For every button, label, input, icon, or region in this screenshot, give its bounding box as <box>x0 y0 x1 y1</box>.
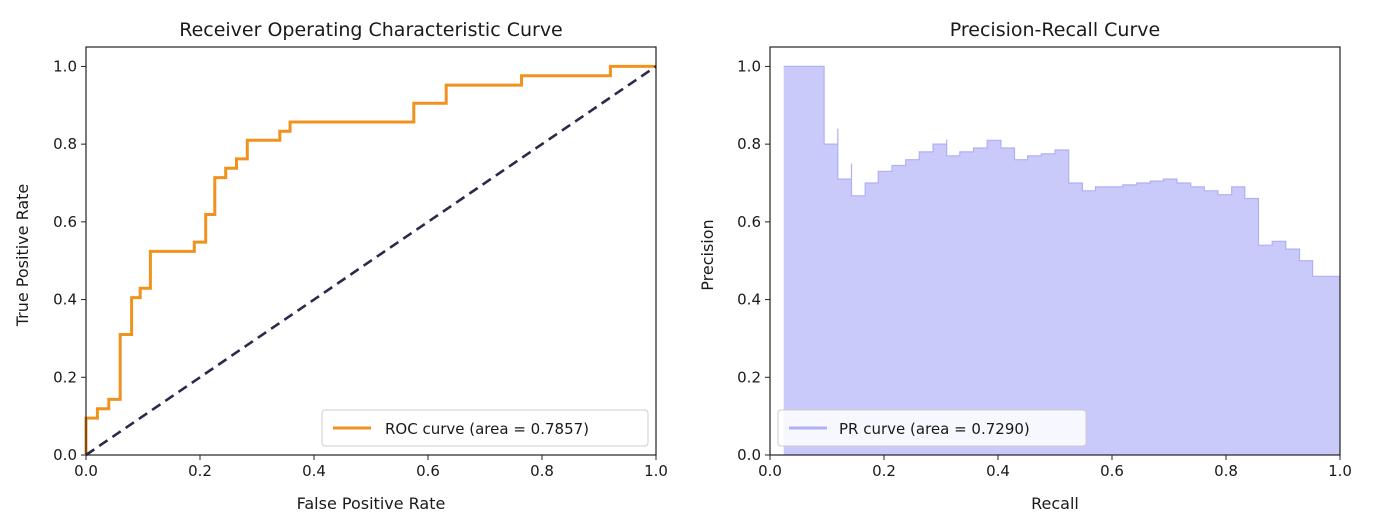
roc-roc-line <box>84 64 656 455</box>
pr-legend: PR curve (area = 0.7290) <box>777 409 1087 447</box>
roc-y-tick-label: 0.0 <box>53 446 77 464</box>
roc-plot-frame <box>85 46 657 456</box>
pr-x-axis-label: Recall <box>1031 494 1079 513</box>
pr-title: Precision-Recall Curve <box>950 19 1160 41</box>
roc-legend: ROC curve (area = 0.7857) <box>321 409 649 447</box>
pr-ticks: 0.0 0.2 0.4 0.6 0.8 1.0 0.0 0.2 0.4 0.6 0.8 1.0 <box>737 57 1352 480</box>
roc-legend-box <box>321 409 649 447</box>
pr-y-tick-label: 1.0 <box>737 57 761 75</box>
pr-legend-box <box>777 409 1087 447</box>
roc-panel: Receiver Operating Characteristic Curve … <box>13 19 668 513</box>
roc-x-tick-label: 0.6 <box>416 462 440 480</box>
roc-y-tick-label: 0.2 <box>53 368 77 386</box>
pr-x-tick-label: 0.2 <box>872 462 896 480</box>
pr-y-tick-label: 0.8 <box>737 135 761 153</box>
pr-y-axis-label: Precision <box>698 219 717 290</box>
roc-x-tick-label: 0.0 <box>74 462 98 480</box>
pr-marks <box>783 65 1340 456</box>
pr-x-tick-label: 0.6 <box>1100 462 1124 480</box>
roc-chance-line <box>85 65 657 457</box>
roc-y-tick-label: 1.0 <box>53 57 77 75</box>
roc-x-tick-label: 0.4 <box>302 462 326 480</box>
pr-area-fill <box>783 66 1340 456</box>
pr-panel: Precision-Recall Curve Recall Precision … <box>698 19 1352 513</box>
pr-step-line <box>783 65 1340 277</box>
roc-x-tick-label: 1.0 <box>644 462 668 480</box>
pr-x-tick-label: 0.8 <box>1214 462 1238 480</box>
roc-marks <box>84 64 657 457</box>
pr-y-tick-label: 0.0 <box>737 446 761 464</box>
roc-y-tick-label: 0.4 <box>53 291 77 309</box>
pr-y-tick-label: 0.6 <box>737 213 761 231</box>
roc-x-axis-label: False Positive Rate <box>297 494 446 513</box>
pr-x-tick-label: 0.0 <box>758 462 782 480</box>
roc-x-tick-label: 0.8 <box>530 462 554 480</box>
pr-legend-label: PR curve (area = 0.7290) <box>839 420 1030 438</box>
pr-x-tick-label: 0.4 <box>986 462 1010 480</box>
roc-legend-label: ROC curve (area = 0.7857) <box>385 420 589 438</box>
roc-ticks: 0.0 0.2 0.4 0.6 0.8 1.0 0.0 0.2 0.4 0.6 0.8 1.0 <box>53 57 668 480</box>
roc-title: Receiver Operating Characteristic Curve <box>179 19 563 41</box>
roc-y-axis-label: True Positive Rate <box>13 184 32 328</box>
pr-x-tick-label: 1.0 <box>1328 462 1352 480</box>
pr-plot-frame <box>769 46 1341 456</box>
roc-y-tick-label: 0.6 <box>53 213 77 231</box>
roc-x-tick-label: 0.2 <box>188 462 212 480</box>
pr-y-tick-label: 0.4 <box>737 291 761 309</box>
roc-y-tick-label: 0.8 <box>53 135 77 153</box>
pr-y-tick-label: 0.2 <box>737 368 761 386</box>
